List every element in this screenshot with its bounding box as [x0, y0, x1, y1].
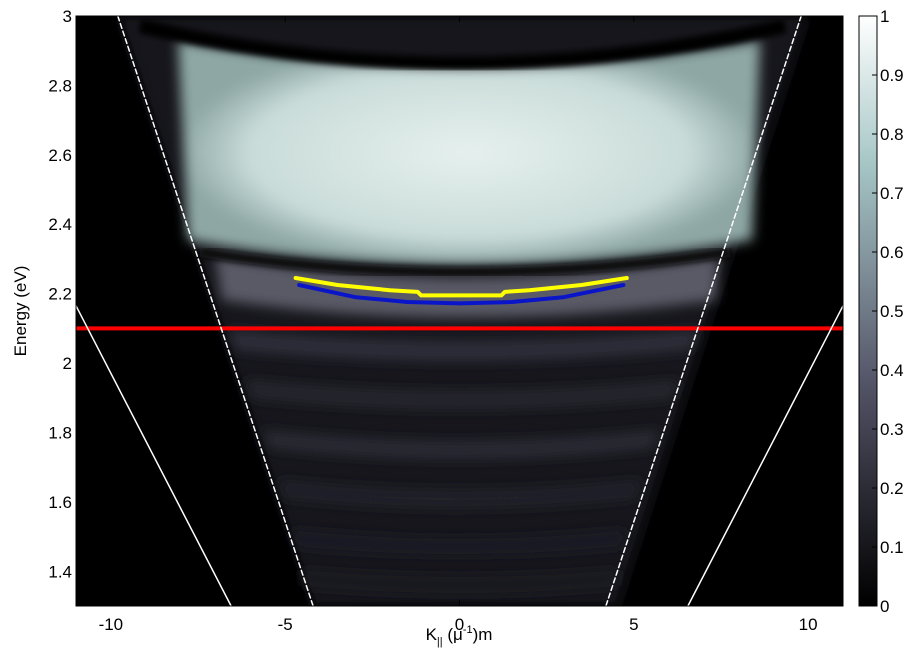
y-tick-label: 2.6	[48, 146, 72, 165]
x-label-mu: μ	[453, 625, 463, 644]
y-tick-label: 1.6	[48, 493, 72, 512]
white-dashed-left-line	[117, 16, 314, 606]
dark-arc	[138, 19, 787, 70]
colorbar-ticks: 0 0.1 0.2 0.3 0.4 0.5 0.6 0.7 0.8 0.9 1	[872, 7, 904, 616]
colorbar-tick-label: 0.5	[880, 302, 904, 321]
colorbar-tick-label: 0.7	[880, 184, 904, 203]
y-axis-ticks: 1.4 1.6 1.8 2 2.2 2.4 2.6 2.8 3	[48, 7, 843, 581]
x-tick-label: 10	[799, 615, 818, 634]
white-solid-left-line	[76, 305, 232, 606]
x-tick-label: 0	[455, 615, 464, 634]
y-axis-label: Energy (eV)	[11, 266, 30, 357]
colorbar-tick-label: 0.1	[880, 538, 904, 557]
x-label-k: K	[426, 625, 438, 644]
x-tick-label: -5	[278, 615, 293, 634]
x-tick-label: -10	[99, 615, 124, 634]
colorbar-tick-label: 0.3	[880, 420, 904, 439]
bright-band	[178, 40, 760, 265]
colorbar-tick-label: 1	[880, 7, 889, 26]
x-tick-label: 5	[629, 615, 638, 634]
y-tick-label: 2.2	[48, 285, 72, 304]
x-axis-label: K|| (μ-1)m	[426, 624, 493, 648]
y-tick-label: 1.8	[48, 423, 72, 442]
blue-fit-line	[297, 283, 626, 306]
colorbar-tick-label: 0.8	[880, 125, 904, 144]
colorbar-tick-label: 0.2	[880, 479, 904, 498]
y-tick-label: 1.4	[48, 562, 72, 581]
y-tick-label: 2	[63, 354, 72, 373]
sub-band	[215, 255, 718, 318]
colorbar-tick-label: 0	[880, 597, 889, 616]
y-tick-label: 2.4	[48, 215, 72, 234]
dark-gap	[199, 247, 731, 277]
x-axis-ticks: -10 -5 0 5 10	[99, 16, 818, 634]
y-tick-label: 3	[63, 7, 72, 26]
y-tick-label: 2.8	[48, 76, 72, 95]
lower-fringes	[228, 330, 700, 593]
x-label-subscript: ||	[437, 636, 443, 648]
heatmap-image	[76, 16, 843, 606]
overlay-lines	[76, 16, 843, 606]
white-solid-right-line	[687, 305, 843, 606]
colorbar-tick-label: 0.6	[880, 243, 904, 262]
colorbar-tick-label: 0.9	[880, 66, 904, 85]
yellow-fit-line	[293, 276, 629, 298]
x-label-superscript: -1	[463, 624, 473, 636]
x-label-tail: )m	[473, 625, 493, 644]
colorbar-tick-label: 0.4	[880, 361, 904, 380]
x-label-paren: (	[443, 625, 454, 644]
white-dashed-right-line	[605, 16, 802, 606]
